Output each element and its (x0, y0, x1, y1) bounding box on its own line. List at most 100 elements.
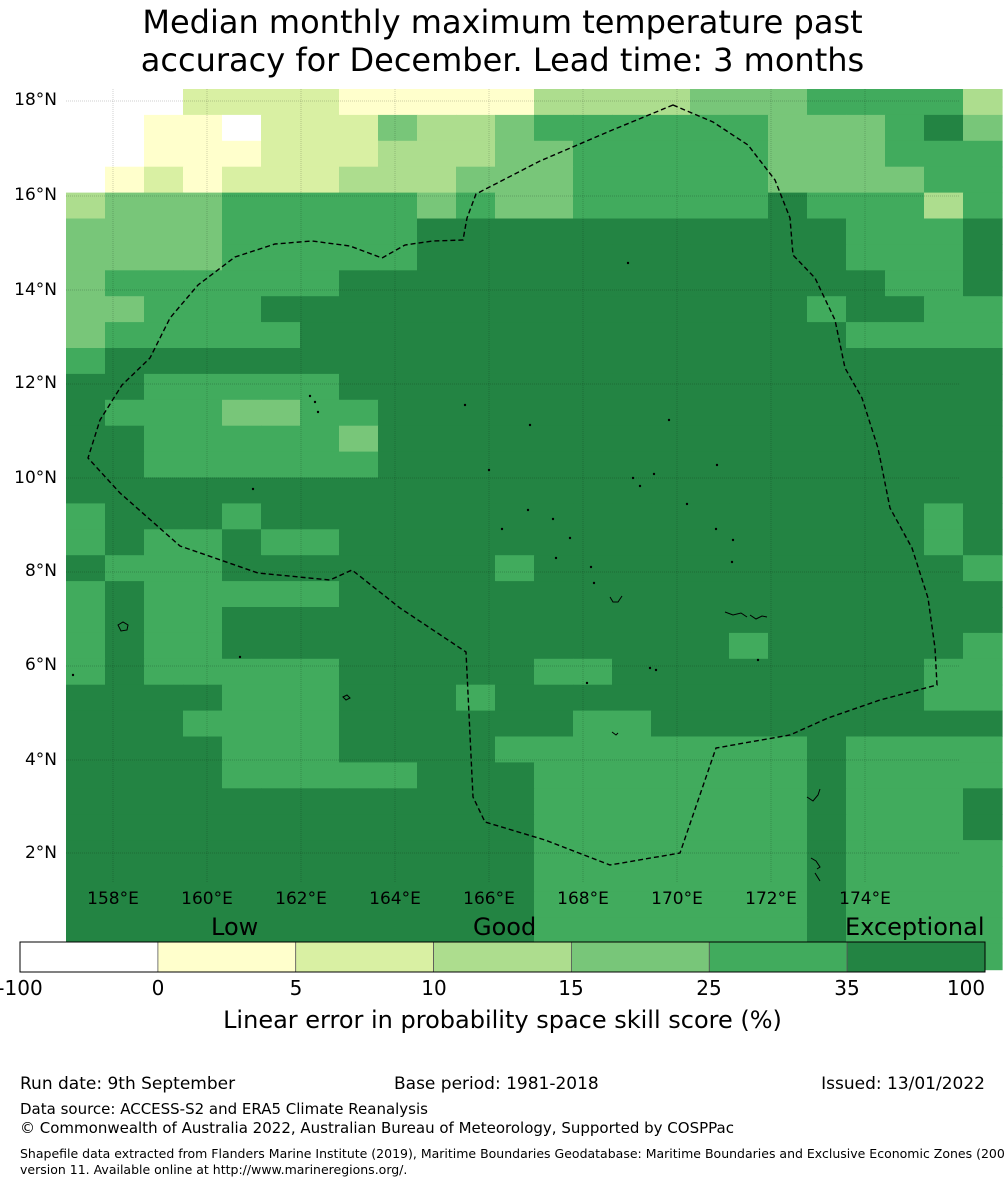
grid-cell (573, 607, 613, 634)
shapefile-credit-line1: Shapefile data extracted from Flanders M… (20, 1146, 1005, 1161)
grid-cell (612, 348, 652, 375)
grid-cell (144, 270, 184, 297)
grid-cell (300, 192, 340, 220)
grid-cell (651, 503, 691, 530)
grid-cell (768, 529, 808, 556)
grid-cell (963, 814, 1003, 841)
grid-cell (534, 296, 574, 323)
grid-cell (261, 891, 301, 919)
grid-cell (495, 762, 535, 789)
grid-cell (768, 736, 808, 763)
grid-cell (651, 296, 691, 323)
grid-cell (729, 166, 769, 194)
grid-cell (846, 684, 886, 712)
grid-cell (963, 192, 1003, 220)
grid-cell (846, 529, 886, 556)
skill-grid (66, 89, 1003, 971)
grid-cell (183, 736, 223, 763)
colorbar-tick-100: 100 (946, 976, 986, 1000)
grid-cell (690, 322, 730, 349)
grid-cell (456, 840, 496, 867)
grid-cell (144, 555, 184, 582)
grid-cell (261, 632, 301, 660)
lat-label-4n: 4°N (24, 750, 57, 770)
grid-cell (573, 917, 613, 945)
grid-cell (417, 840, 457, 867)
grid-cell (456, 891, 496, 919)
grid-cell (612, 270, 652, 297)
grid-cell (573, 322, 613, 349)
grid-cell (378, 736, 418, 763)
grid-cell (222, 270, 262, 297)
grid-cell (612, 477, 652, 504)
grid-cell (768, 89, 808, 116)
grid-cell (729, 866, 769, 893)
grid-cell (885, 477, 925, 504)
grid-cell (105, 477, 145, 504)
grid-cell (690, 244, 730, 271)
grid-cell (417, 710, 457, 738)
grid-cell (300, 140, 340, 168)
grid-cell (417, 296, 457, 323)
grid-cell (885, 891, 925, 919)
grid-cell (222, 348, 262, 375)
grid-cell (690, 348, 730, 375)
grid-cell (963, 840, 1003, 867)
grid-cell (144, 632, 184, 660)
grid-cell (768, 270, 808, 297)
grid-cell (963, 373, 1003, 401)
grid-cell (846, 348, 886, 375)
grid-cell (300, 762, 340, 789)
grid-cell (378, 89, 418, 116)
grid-cell (807, 917, 847, 945)
grid-cell (144, 399, 184, 427)
grid-cell (768, 814, 808, 841)
grid-cell (261, 114, 301, 142)
grid-cell (261, 555, 301, 582)
grid-cell (651, 607, 691, 634)
grid-cell (729, 762, 769, 789)
grid-cell (222, 762, 262, 789)
grid-cell (456, 296, 496, 323)
grid-cell (963, 270, 1003, 297)
grid-cell (339, 581, 379, 608)
grid-cell (378, 684, 418, 712)
grid-cell (183, 451, 223, 479)
grid-cell (222, 140, 262, 168)
lon-label-158e: 158°E (87, 889, 139, 909)
data-source: Data source: ACCESS-S2 and ERA5 Climate … (20, 1100, 428, 1118)
lon-label-160e: 160°E (181, 889, 233, 909)
grid-cell (768, 788, 808, 815)
grid-cell (807, 840, 847, 867)
grid-cell (924, 529, 964, 556)
grid-cell (417, 477, 457, 504)
grid-cell (66, 503, 106, 530)
grid-cell (456, 555, 496, 582)
grid-cell (846, 788, 886, 815)
grid-cell (456, 451, 496, 479)
grid-cell (456, 710, 496, 738)
grid-cell (417, 322, 457, 349)
grid-cell (534, 581, 574, 608)
grid-cell (729, 891, 769, 919)
grid-cell (456, 866, 496, 893)
grid-cell (534, 373, 574, 401)
grid-cell (768, 503, 808, 530)
grid-cell (963, 866, 1003, 893)
grid-cell (963, 607, 1003, 634)
grid-cell (456, 373, 496, 401)
grid-cell (612, 684, 652, 712)
grid-cell (612, 451, 652, 479)
grid-cell (222, 840, 262, 867)
colorbar-tick-25: 25 (696, 976, 722, 1000)
grid-cell (378, 140, 418, 168)
grid-cell (768, 762, 808, 789)
grid-cell (378, 218, 418, 245)
grid-cell (963, 166, 1003, 194)
grid-cell (924, 89, 964, 116)
grid-cell (66, 270, 106, 297)
grid-cell (378, 658, 418, 686)
grid-cell (339, 684, 379, 712)
grid-cell (573, 581, 613, 608)
grid-cell (807, 529, 847, 556)
